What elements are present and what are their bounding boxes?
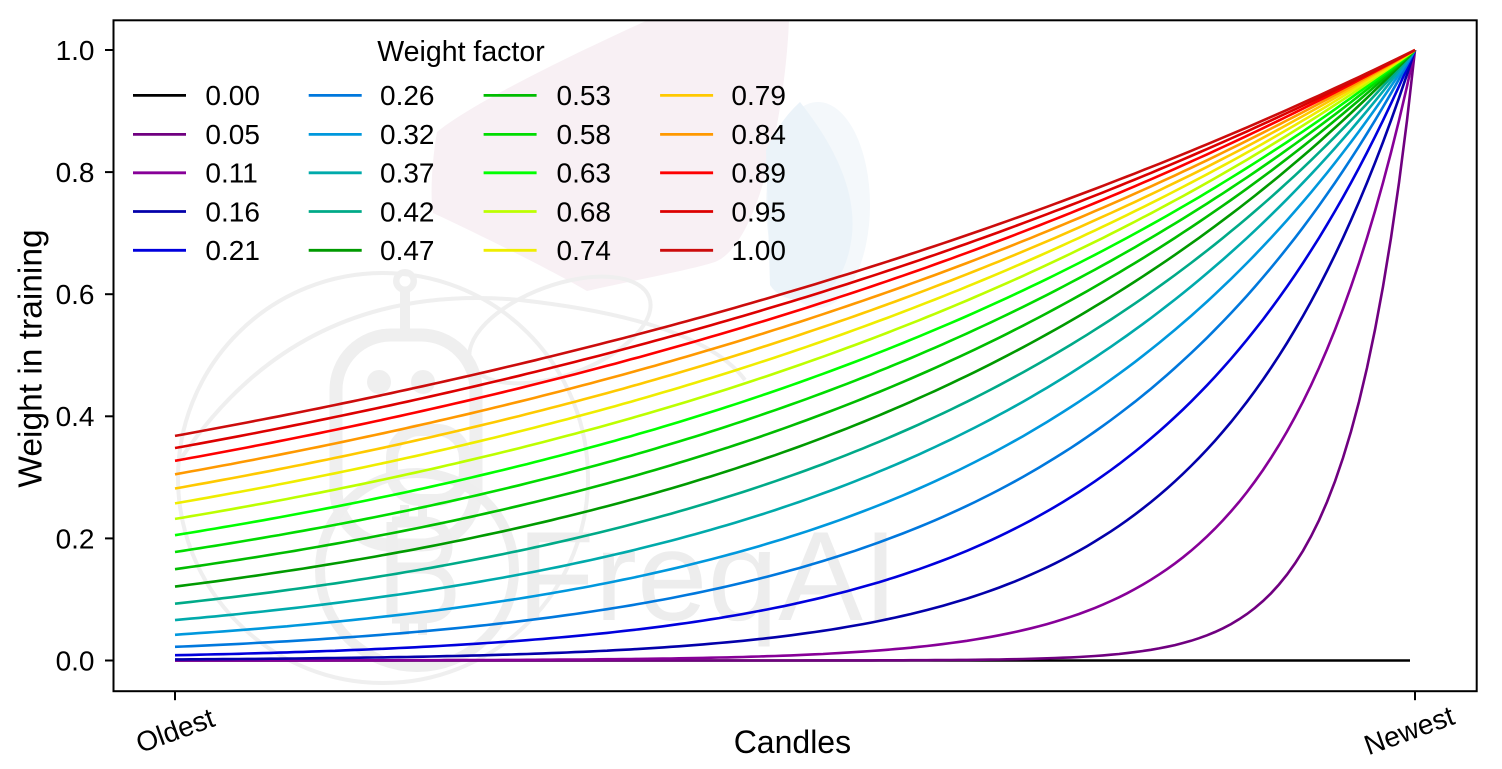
svg-text:0.58: 0.58 (557, 119, 612, 150)
svg-text:Weight factor: Weight factor (377, 36, 545, 68)
svg-text:0.16: 0.16 (205, 196, 260, 227)
svg-text:1.00: 1.00 (731, 235, 786, 266)
svg-text:0.21: 0.21 (205, 235, 260, 266)
svg-text:0.74: 0.74 (557, 235, 612, 266)
svg-text:1.0: 1.0 (56, 35, 95, 66)
svg-text:0.4: 0.4 (56, 401, 95, 432)
svg-text:Candles: Candles (734, 724, 851, 760)
svg-text:0.95: 0.95 (731, 196, 786, 227)
svg-text:0.84: 0.84 (731, 119, 786, 150)
svg-text:0.05: 0.05 (205, 119, 260, 150)
svg-text:0.8: 0.8 (56, 157, 95, 188)
svg-text:0.32: 0.32 (380, 119, 435, 150)
svg-text:0.11: 0.11 (205, 158, 257, 189)
svg-text:0.2: 0.2 (56, 523, 95, 554)
svg-text:0.26: 0.26 (380, 80, 435, 111)
svg-text:0.6: 0.6 (56, 279, 95, 310)
svg-text:0.0: 0.0 (56, 645, 95, 676)
svg-text:FreqAI: FreqAI (517, 505, 898, 647)
svg-text:0.47: 0.47 (380, 235, 435, 266)
svg-text:0.68: 0.68 (557, 196, 612, 227)
svg-text:0.63: 0.63 (557, 158, 612, 189)
svg-text:0.89: 0.89 (731, 158, 786, 189)
svg-text:0.00: 0.00 (205, 80, 260, 111)
svg-text:0.42: 0.42 (380, 196, 435, 227)
svg-text:0.37: 0.37 (380, 158, 435, 189)
svg-text:Weight in training: Weight in training (13, 229, 50, 487)
svg-text:0.53: 0.53 (557, 80, 612, 111)
svg-text:0.79: 0.79 (731, 80, 786, 111)
